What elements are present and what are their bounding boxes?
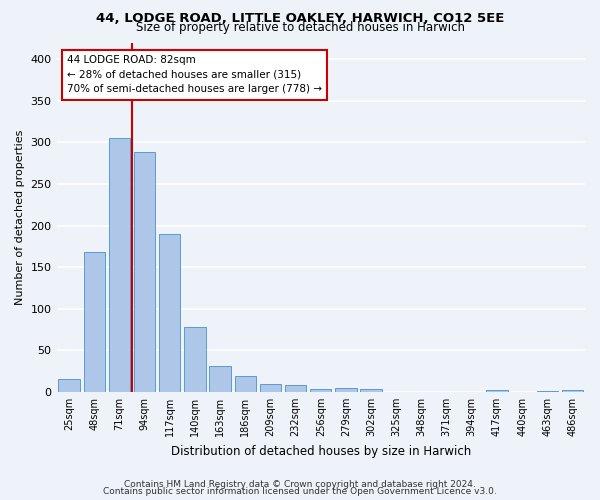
Bar <box>58 380 80 392</box>
Bar <box>562 390 583 392</box>
Bar <box>109 138 130 392</box>
Bar <box>83 252 105 392</box>
Y-axis label: Number of detached properties: Number of detached properties <box>15 130 25 305</box>
X-axis label: Distribution of detached houses by size in Harwich: Distribution of detached houses by size … <box>170 444 471 458</box>
Text: Size of property relative to detached houses in Harwich: Size of property relative to detached ho… <box>136 22 464 35</box>
Bar <box>536 391 558 392</box>
Bar <box>310 388 331 392</box>
Bar <box>285 386 307 392</box>
Text: 44, LODGE ROAD, LITTLE OAKLEY, HARWICH, CO12 5EE: 44, LODGE ROAD, LITTLE OAKLEY, HARWICH, … <box>96 12 504 24</box>
Bar <box>159 234 181 392</box>
Bar <box>361 390 382 392</box>
Bar <box>260 384 281 392</box>
Text: 44 LODGE ROAD: 82sqm
← 28% of detached houses are smaller (315)
70% of semi-deta: 44 LODGE ROAD: 82sqm ← 28% of detached h… <box>67 54 322 94</box>
Text: Contains public sector information licensed under the Open Government Licence v3: Contains public sector information licen… <box>103 487 497 496</box>
Bar <box>335 388 356 392</box>
Bar <box>134 152 155 392</box>
Bar <box>184 327 206 392</box>
Bar <box>235 376 256 392</box>
Bar <box>209 366 231 392</box>
Text: Contains HM Land Registry data © Crown copyright and database right 2024.: Contains HM Land Registry data © Crown c… <box>124 480 476 489</box>
Bar <box>486 390 508 392</box>
